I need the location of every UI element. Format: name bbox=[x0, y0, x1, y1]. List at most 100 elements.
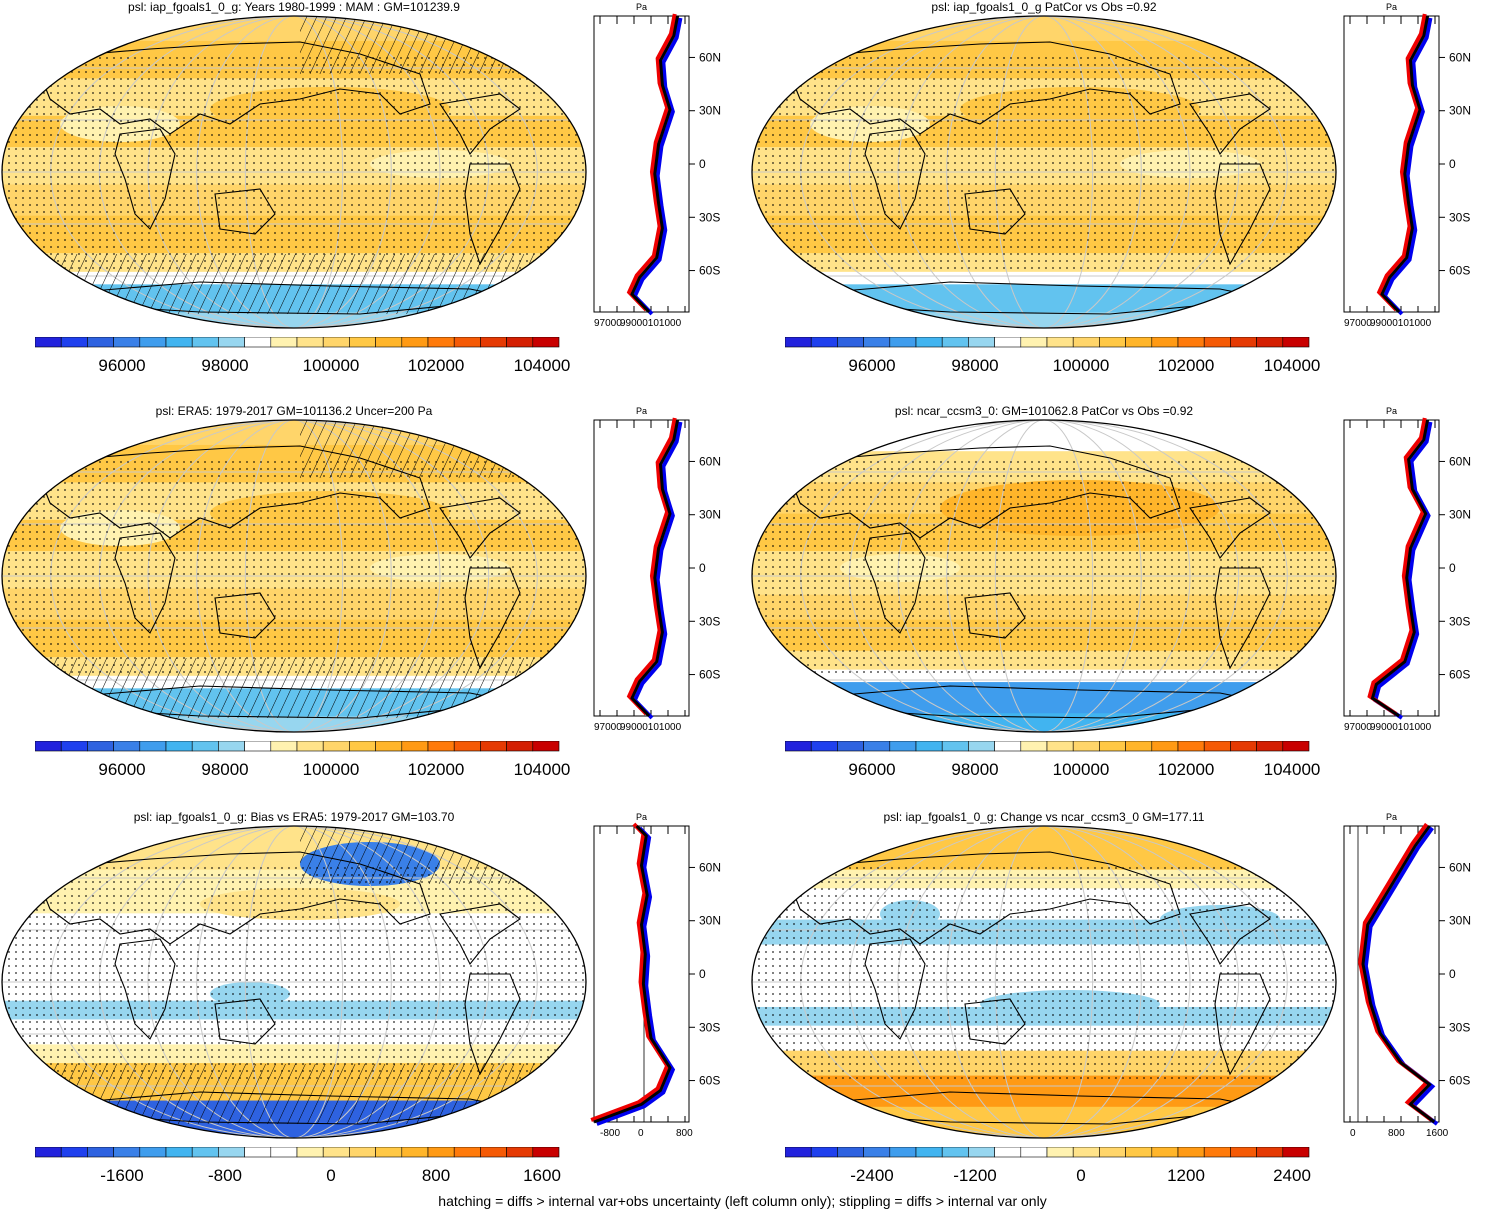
latitude-label: 0 bbox=[1449, 157, 1456, 171]
profile-line-model bbox=[635, 18, 681, 314]
colorbar-label: 98000 bbox=[201, 356, 249, 375]
colorbar-swatch bbox=[1099, 741, 1126, 752]
colorbar-swatch bbox=[1046, 741, 1074, 752]
colorbar-swatch bbox=[810, 337, 838, 348]
map-color-band bbox=[2, 826, 586, 871]
colorbar-labels: 96000 98000 100000 102000 104000 bbox=[785, 760, 1320, 782]
colorbar-swatch bbox=[1151, 741, 1179, 752]
colorbar-swatch bbox=[349, 337, 376, 348]
map-title: psl: ERA5: 1979-2017 GM=101136.2 Uncer=2… bbox=[155, 404, 433, 418]
map-color-band bbox=[752, 312, 1336, 328]
colorbar-swatch bbox=[1151, 337, 1179, 348]
colorbar-swatch bbox=[191, 337, 219, 348]
latitude-label: 60S bbox=[1449, 668, 1470, 682]
colorbar-swatch bbox=[863, 337, 891, 348]
colorbar-swatch bbox=[87, 1147, 114, 1158]
colorbar-swatch bbox=[1072, 1147, 1100, 1158]
colorbar-swatch bbox=[506, 1147, 534, 1158]
colorbar-swatch bbox=[1020, 1147, 1048, 1158]
colorbar-swatch bbox=[785, 1147, 812, 1158]
colorbar-label: 1600 bbox=[523, 1166, 561, 1185]
profile-x-tick-label: 99000101000 bbox=[1370, 722, 1432, 733]
profile-line-ensemble bbox=[594, 826, 670, 1122]
colorbar bbox=[35, 1147, 560, 1158]
map-border bbox=[751, 825, 1337, 1139]
colorbar-swatch bbox=[270, 1147, 298, 1158]
colorbar-swatch bbox=[35, 337, 62, 348]
colorbar-swatch bbox=[1072, 741, 1100, 752]
colorbar-swatch bbox=[218, 1147, 245, 1158]
profile-line-ensemble bbox=[1382, 16, 1428, 312]
stippling-overlay bbox=[752, 864, 1336, 1084]
colorbar-swatch bbox=[532, 337, 560, 348]
colorbar-swatch bbox=[322, 337, 350, 348]
latitude-label: 60N bbox=[1449, 454, 1471, 468]
colorbar bbox=[785, 741, 1310, 752]
hatching-overlay bbox=[300, 420, 580, 478]
colorbar-swatch bbox=[113, 1147, 141, 1158]
colorbar-swatch bbox=[889, 741, 917, 752]
profile-line-obs bbox=[591, 824, 667, 1120]
colorbar-swatch bbox=[165, 741, 193, 752]
colorbar-swatch bbox=[349, 1147, 376, 1158]
latitude-label: 60N bbox=[699, 50, 721, 64]
colorbar-swatch bbox=[994, 1147, 1022, 1158]
stippling-overlay bbox=[2, 458, 586, 678]
map-title: psl: iap_fgoals1_0_g PatCor vs Obs =0.92 bbox=[931, 0, 1157, 14]
colorbar-swatch bbox=[1046, 1147, 1074, 1158]
latitude-label: 30N bbox=[1449, 508, 1471, 522]
colorbar-swatch bbox=[165, 1147, 193, 1158]
colorbar-swatch bbox=[453, 1147, 481, 1158]
colorbar-swatch bbox=[1151, 1147, 1179, 1158]
colorbar-label: 0 bbox=[1076, 1166, 1086, 1185]
robinson-map bbox=[1, 419, 587, 733]
colorbar-swatch bbox=[375, 337, 403, 348]
colorbar-labels: -2400 -1200 0 1200 2400 bbox=[785, 1166, 1311, 1188]
map-title: psl: iap_fgoals1_0_g: Bias vs ERA5: 1979… bbox=[133, 810, 455, 824]
colorbar-label: 100000 bbox=[302, 760, 360, 779]
latitude-label: 30S bbox=[699, 1020, 720, 1034]
profile-line-obs bbox=[1360, 824, 1431, 1120]
colorbar-label: 100000 bbox=[302, 356, 360, 375]
colorbar-swatch bbox=[87, 741, 114, 752]
colorbar-swatch bbox=[427, 337, 455, 348]
latitude-label: 60N bbox=[699, 860, 721, 874]
map-border bbox=[751, 419, 1337, 733]
latitude-label: 60S bbox=[699, 1074, 720, 1088]
figure-footnote: hatching = diffs > internal var+obs unce… bbox=[438, 1193, 1047, 1209]
hatching-overlay bbox=[300, 826, 580, 884]
panel-bias-vs-era5: psl: iap_fgoals1_0_g: Bias vs ERA5: 1979… bbox=[0, 810, 740, 1208]
colorbar-label: 96000 bbox=[98, 760, 146, 779]
colorbar-swatch bbox=[1203, 741, 1231, 752]
colorbar-swatch bbox=[349, 741, 376, 752]
colorbar-labels: -1600 -800 0 800 1600 bbox=[35, 1166, 561, 1188]
colorbar-swatch bbox=[837, 741, 864, 752]
colorbar-label: 104000 bbox=[513, 356, 571, 375]
profile-line-model bbox=[635, 422, 681, 718]
colorbar-swatch bbox=[60, 741, 88, 752]
colorbar-label: 0 bbox=[326, 1166, 336, 1185]
map-border bbox=[1, 419, 587, 733]
colorbar-swatch bbox=[941, 1147, 969, 1158]
profile-line-obs bbox=[1379, 14, 1425, 310]
zonal-mean-profile: Pa 60N 30N 0 30S 60S 0 800 1600 bbox=[1343, 812, 1471, 1139]
robinson-map bbox=[751, 825, 1337, 1139]
profile-line-obs bbox=[629, 418, 675, 714]
colorbar-swatch bbox=[863, 741, 891, 752]
profile-x-tick-label: 0 bbox=[1350, 1128, 1356, 1139]
stippling-overlay bbox=[752, 54, 1336, 274]
colorbar-swatch bbox=[506, 337, 534, 348]
colorbar-swatch bbox=[1099, 337, 1126, 348]
colorbar-swatch bbox=[401, 337, 429, 348]
profile-x-tick-label: 97000 bbox=[594, 318, 622, 329]
hatching-overlay bbox=[2, 254, 586, 314]
colorbar-swatch bbox=[1282, 337, 1310, 348]
profile-line-model bbox=[597, 828, 673, 1124]
colorbar-swatch bbox=[1177, 1147, 1205, 1158]
profile-axis-title: Pa bbox=[1386, 812, 1397, 822]
stippling-overlay bbox=[2, 864, 586, 1084]
colorbar-label: 98000 bbox=[951, 760, 999, 779]
